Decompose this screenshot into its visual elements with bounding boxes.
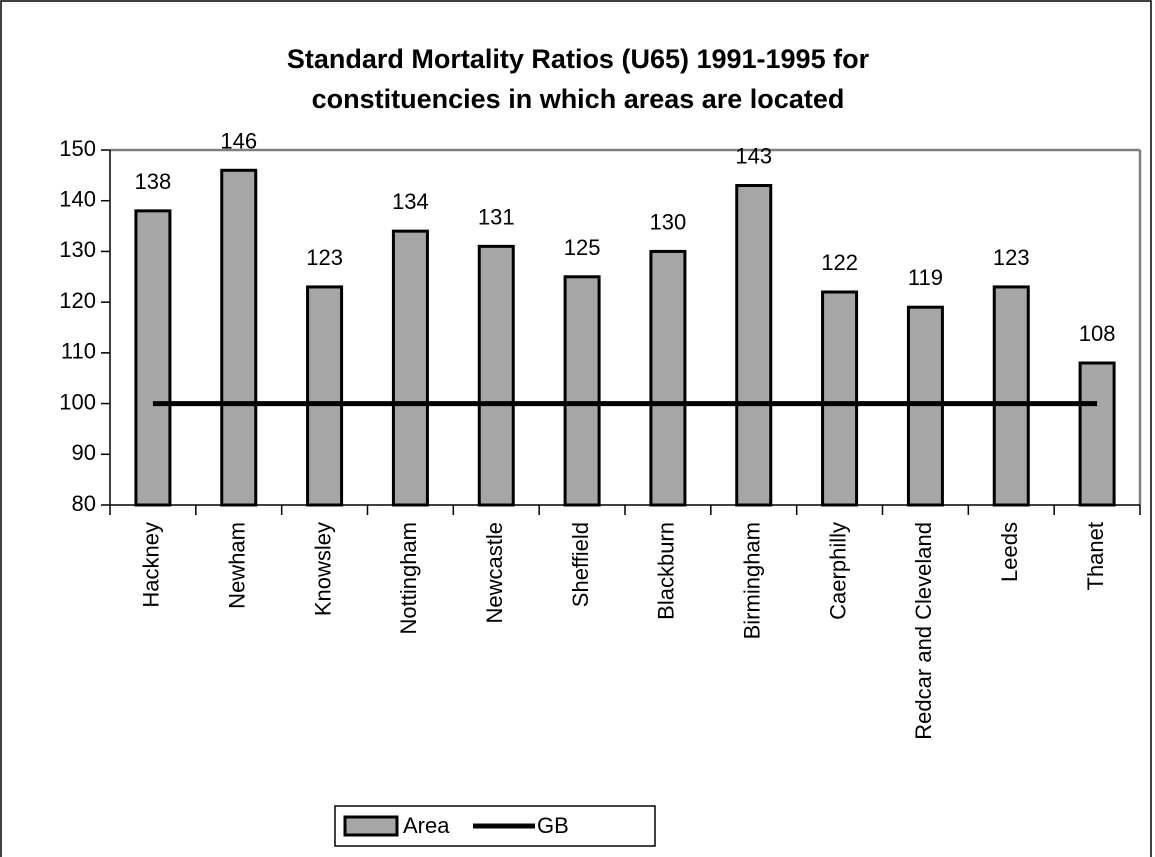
data-label: 134: [392, 189, 429, 214]
bar: [220, 168, 258, 507]
x-tick-label: Sheffield: [568, 522, 593, 607]
data-label: 123: [993, 245, 1030, 270]
bar: [306, 285, 344, 507]
x-tick-label: Newham: [225, 522, 250, 609]
data-label: 143: [735, 144, 772, 169]
bar: [391, 229, 429, 507]
bar: [1078, 361, 1116, 507]
x-tick-label: Leeds: [997, 522, 1022, 582]
bar: [821, 290, 859, 507]
bar: [735, 184, 773, 507]
data-label: 108: [1079, 321, 1116, 346]
y-tick-label: 150: [59, 136, 96, 161]
x-tick-label: Redcar and Cleveland: [911, 522, 936, 740]
data-label: 138: [135, 169, 172, 194]
x-tick-label: Knowsley: [310, 522, 335, 616]
data-label: 146: [220, 128, 257, 153]
data-label: 125: [564, 235, 601, 260]
y-tick-label: 130: [59, 237, 96, 262]
y-tick-label: 90: [72, 440, 96, 465]
bar: [477, 244, 515, 507]
chart-title: Standard Mortality Ratios (U65) 1991-199…: [287, 44, 870, 74]
y-tick-label: 120: [59, 288, 96, 313]
data-label: 123: [306, 245, 343, 270]
data-label: 130: [650, 209, 687, 234]
x-tick-label: Birmingham: [740, 522, 765, 639]
data-label: 122: [821, 250, 858, 275]
legend-label: GB: [537, 813, 569, 838]
y-tick-label: 80: [72, 491, 96, 516]
legend-label: Area: [403, 813, 450, 838]
y-tick-label: 110: [61, 339, 96, 364]
x-tick-label: Newcastle: [482, 522, 507, 623]
chart-title: constituencies in which areas are locate…: [312, 84, 845, 114]
bar: [992, 285, 1030, 507]
bar: [649, 249, 687, 507]
x-tick-label: Thanet: [1083, 522, 1108, 591]
bar: [906, 305, 944, 507]
data-label: 119: [908, 265, 943, 290]
y-tick-label: 100: [59, 389, 96, 414]
bar: [134, 209, 172, 507]
x-tick-label: Hackney: [139, 522, 164, 608]
bar: [563, 275, 601, 507]
y-tick-label: 140: [59, 187, 96, 212]
x-tick-label: Blackburn: [654, 522, 679, 620]
x-tick-label: Caerphilly: [825, 522, 850, 620]
legend-swatch: [343, 815, 399, 837]
data-label: 131: [478, 204, 515, 229]
x-tick-label: Nottingham: [396, 522, 421, 635]
